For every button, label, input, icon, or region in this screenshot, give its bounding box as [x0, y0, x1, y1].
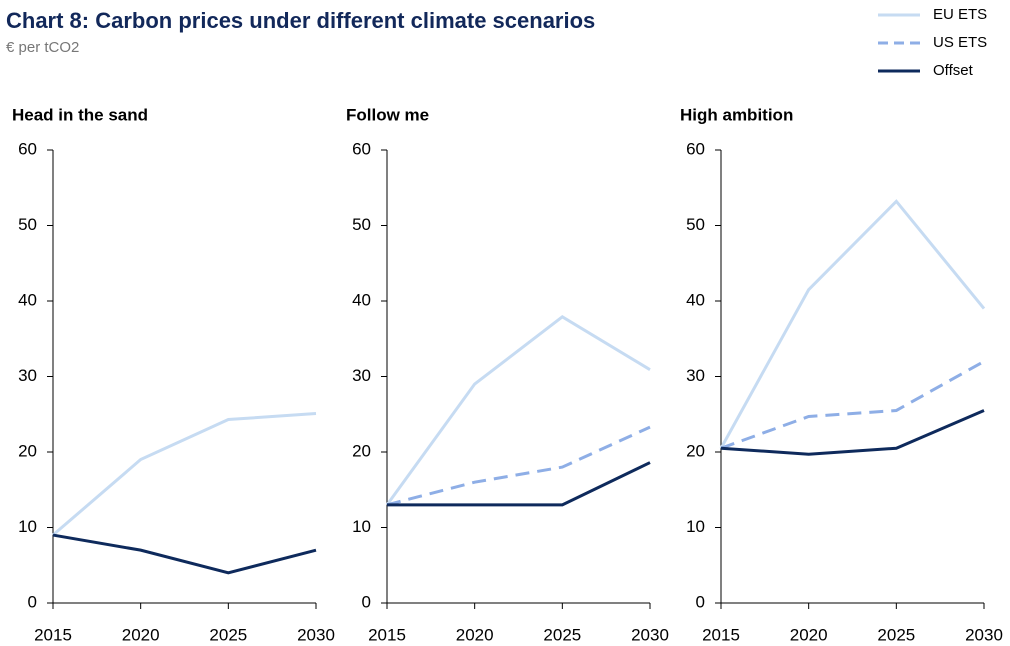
series-line: [385, 315, 651, 506]
y-tick-label: 40: [352, 290, 371, 309]
series-line: [386, 425, 651, 507]
series-line: [720, 409, 985, 456]
x-tick-label: 2025: [543, 625, 581, 644]
x-tick-label: 2015: [368, 625, 406, 644]
chart-subtitle: € per tCO2: [6, 39, 79, 56]
y-tick-label: 10: [352, 517, 371, 536]
series-line: [52, 533, 317, 575]
panel-title: High ambition: [680, 105, 793, 124]
y-tick-label: 50: [686, 215, 705, 234]
panel-title: Follow me: [346, 105, 429, 124]
legend-label: US ETS: [933, 34, 987, 51]
y-tick-label: 30: [18, 366, 37, 385]
x-tick-label: 2030: [631, 625, 669, 644]
series-line: [387, 461, 651, 507]
y-tick-label: 20: [686, 441, 705, 460]
x-tick-label: 2030: [297, 625, 335, 644]
x-tick-label: 2025: [877, 625, 915, 644]
y-tick-label: 20: [352, 441, 371, 460]
y-tick-label: 30: [352, 366, 371, 385]
y-tick-label: 60: [352, 139, 371, 158]
x-tick-label: 2020: [790, 625, 828, 644]
x-tick-label: 2025: [209, 625, 247, 644]
x-tick-label: 2015: [34, 625, 72, 644]
x-tick-label: 2015: [702, 625, 740, 644]
y-tick-label: 10: [18, 517, 37, 536]
y-tick-label: 50: [18, 215, 37, 234]
x-tick-label: 2020: [122, 625, 160, 644]
x-tick-label: 2020: [456, 625, 494, 644]
series-line: [52, 411, 317, 537]
y-tick-label: 30: [686, 366, 705, 385]
x-tick-label: 2030: [965, 625, 1003, 644]
y-tick-label: 0: [696, 592, 705, 611]
y-tick-label: 0: [28, 592, 37, 611]
y-tick-label: 60: [18, 139, 37, 158]
series-line: [720, 360, 985, 450]
y-tick-label: 20: [18, 441, 37, 460]
legend-label: Offset: [933, 62, 974, 79]
y-tick-label: 60: [686, 139, 705, 158]
y-tick-label: 40: [686, 290, 705, 309]
legend-label: EU ETS: [933, 6, 987, 23]
y-tick-label: 10: [686, 517, 705, 536]
y-tick-label: 0: [362, 592, 371, 611]
series-line: [719, 199, 986, 449]
chart-title: Chart 8: Carbon prices under different c…: [6, 8, 595, 33]
y-tick-label: 40: [18, 290, 37, 309]
panel-title: Head in the sand: [12, 105, 148, 124]
y-tick-label: 50: [352, 215, 371, 234]
